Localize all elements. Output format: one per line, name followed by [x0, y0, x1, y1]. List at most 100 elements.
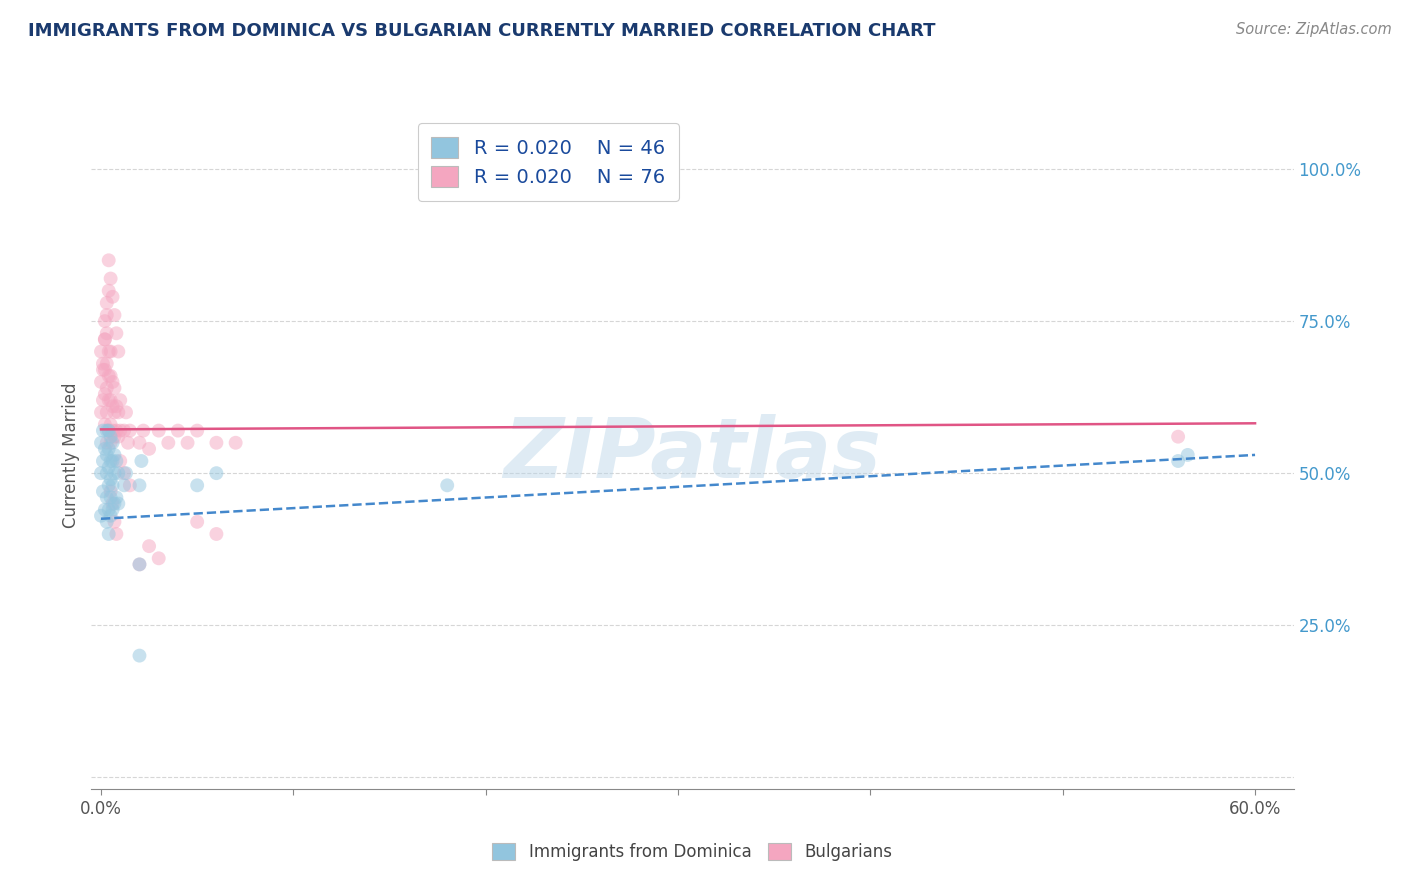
Point [103, 405, 125, 419]
Legend: Immigrants from Dominica, Bulgarians: Immigrants from Dominica, Bulgarians [485, 837, 900, 868]
Point [101, 502, 124, 516]
Point [100, 472, 122, 486]
Point [103, 466, 125, 480]
Point [186, 478, 208, 492]
Point [96, 326, 118, 341]
Point [103, 308, 125, 322]
Point [176, 435, 198, 450]
Point [91, 357, 114, 371]
Point [96, 424, 118, 438]
Point [101, 435, 124, 450]
Point [96, 466, 118, 480]
Point [100, 484, 122, 499]
Point [436, 478, 458, 492]
Point [105, 399, 128, 413]
Point [94, 387, 117, 401]
Point [96, 491, 118, 505]
Point [110, 393, 132, 408]
Point [107, 405, 129, 419]
Point [105, 326, 128, 341]
Point [96, 515, 118, 529]
Point [90, 435, 112, 450]
Point [128, 558, 150, 572]
Point [101, 375, 124, 389]
Point [90, 375, 112, 389]
Point [96, 296, 118, 310]
Point [97, 253, 120, 268]
Point [205, 527, 228, 541]
Point [100, 430, 122, 444]
Point [148, 551, 170, 566]
Point [101, 424, 124, 438]
Point [97, 460, 120, 475]
Point [118, 424, 141, 438]
Point [91, 424, 114, 438]
Point [107, 430, 129, 444]
Point [1177, 448, 1199, 462]
Point [97, 502, 120, 516]
Point [157, 435, 180, 450]
Point [97, 442, 120, 456]
Point [100, 435, 122, 450]
Point [128, 558, 150, 572]
Point [91, 393, 114, 408]
Point [90, 405, 112, 419]
Point [107, 466, 129, 480]
Point [128, 478, 150, 492]
Point [90, 508, 112, 523]
Point [90, 344, 112, 359]
Point [105, 454, 128, 468]
Point [96, 308, 118, 322]
Point [96, 435, 118, 450]
Point [128, 648, 150, 663]
Text: IMMIGRANTS FROM DOMINICA VS BULGARIAN CURRENTLY MARRIED CORRELATION CHART: IMMIGRANTS FROM DOMINICA VS BULGARIAN CU… [28, 22, 935, 40]
Point [100, 271, 122, 285]
Point [117, 435, 139, 450]
Point [100, 417, 122, 432]
Point [94, 442, 117, 456]
Point [97, 527, 120, 541]
Point [91, 484, 114, 499]
Point [1167, 454, 1189, 468]
Point [100, 368, 122, 383]
Point [100, 454, 122, 468]
Point [105, 527, 128, 541]
Point [186, 424, 208, 438]
Point [91, 363, 114, 377]
Point [225, 435, 247, 450]
Point [101, 290, 124, 304]
Point [105, 424, 128, 438]
Point [167, 424, 190, 438]
Point [96, 405, 118, 419]
Point [94, 332, 117, 346]
Point [101, 399, 124, 413]
Point [186, 515, 208, 529]
Point [96, 381, 118, 395]
Point [138, 539, 160, 553]
Point [138, 442, 160, 456]
Point [103, 430, 125, 444]
Point [97, 284, 120, 298]
Point [110, 424, 132, 438]
Point [97, 344, 120, 359]
Point [112, 478, 135, 492]
Point [132, 424, 155, 438]
Point [1167, 430, 1189, 444]
Point [205, 466, 228, 480]
Y-axis label: Currently Married: Currently Married [62, 382, 80, 528]
Point [96, 448, 118, 462]
Point [97, 368, 120, 383]
Point [107, 497, 129, 511]
Point [101, 497, 124, 511]
Point [94, 502, 117, 516]
Text: ZIPatlas: ZIPatlas [503, 415, 882, 495]
Point [94, 332, 117, 346]
Point [105, 491, 128, 505]
Point [97, 393, 120, 408]
Point [115, 405, 138, 419]
Point [107, 344, 129, 359]
Point [128, 435, 150, 450]
Text: Source: ZipAtlas.com: Source: ZipAtlas.com [1236, 22, 1392, 37]
Point [100, 393, 122, 408]
Point [100, 508, 122, 523]
